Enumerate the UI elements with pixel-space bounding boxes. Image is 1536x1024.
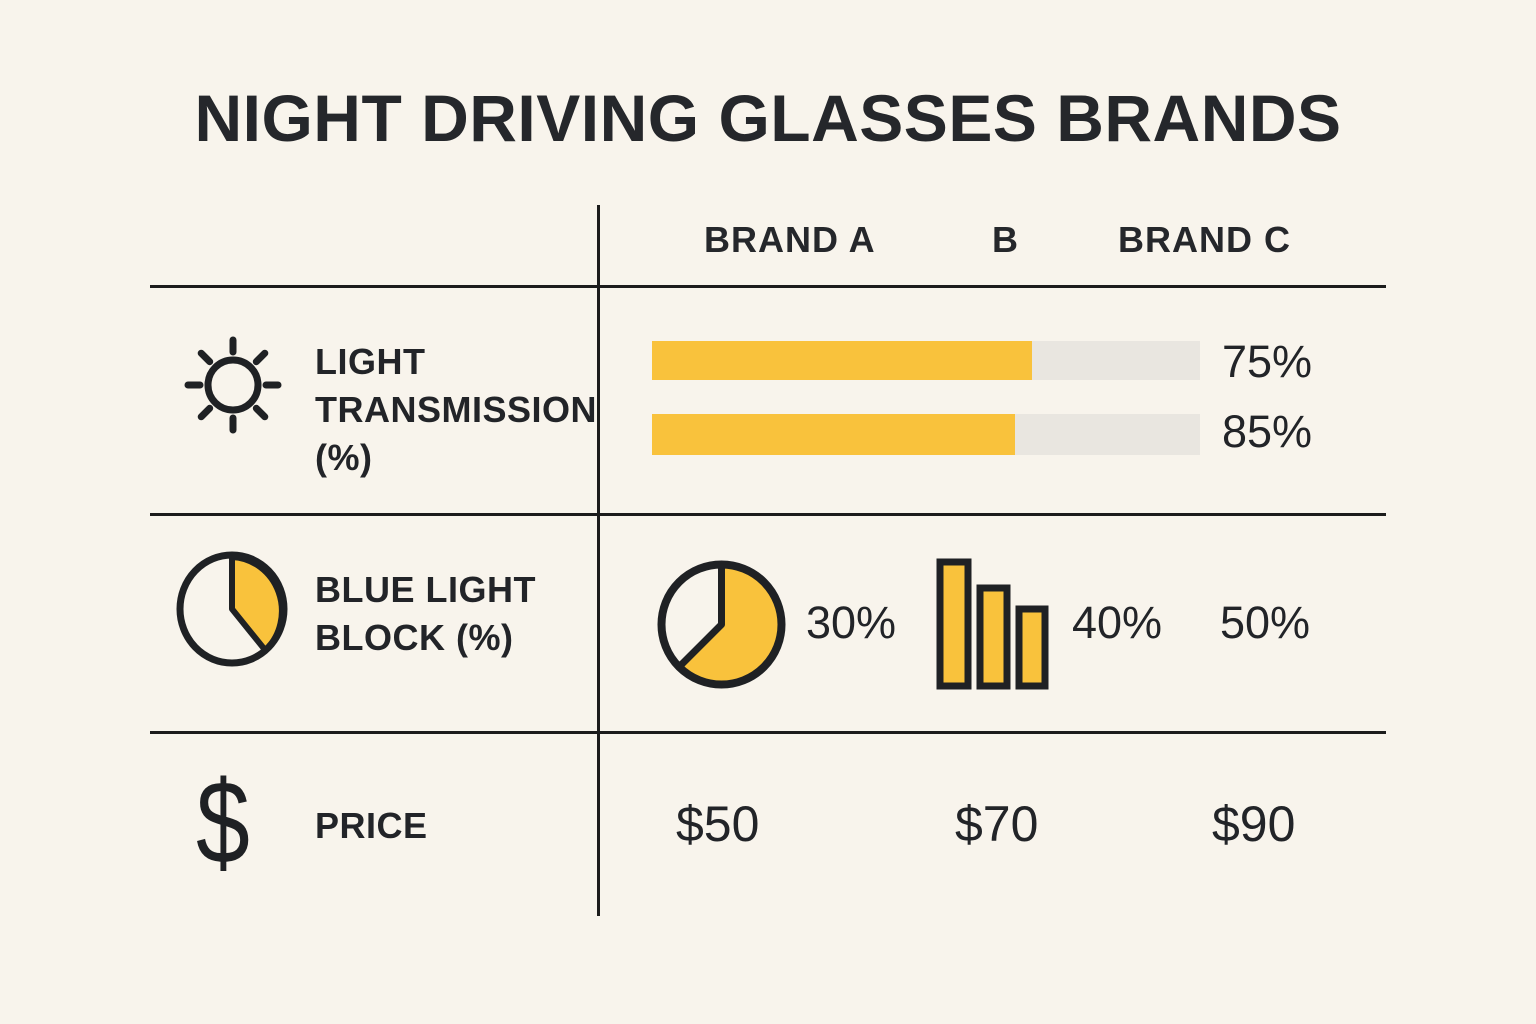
price-value-brand-c: $90 (1212, 796, 1296, 852)
light-transmission-value-1: 75% (1222, 336, 1313, 387)
row-label-line: BLOCK (%) (315, 617, 514, 658)
price-value-brand-a: $50 (676, 796, 760, 852)
light-transmission-value-2: 85% (1222, 406, 1313, 457)
row-label-line: BLUE LIGHT (315, 569, 536, 610)
brand-a-pie-chart (653, 556, 790, 693)
blue-light-value-brand-c: 50% (1220, 597, 1311, 648)
price-value-brand-b: $70 (955, 796, 1039, 852)
row-label-line: LIGHT (315, 341, 426, 382)
page-title: NIGHT DRIVING GLASSES BRANDS (194, 81, 1342, 155)
pie-chart-icon (176, 551, 288, 667)
horizontal-divider-row2 (150, 731, 1386, 734)
progress-bar-2 (652, 414, 1200, 455)
column-header-brand-c: BRAND C (1118, 219, 1291, 260)
blue-light-value-brand-b: 40% (1072, 597, 1163, 648)
row-label-blue-light-block: BLUE LIGHT BLOCK (%) (315, 566, 536, 662)
row-label-line: (%) (315, 437, 373, 478)
progress-bar-2-fill (652, 414, 1015, 455)
sun-icon (178, 330, 288, 440)
dollar-icon: $ (196, 757, 250, 889)
column-header-brand-a: BRAND A (704, 219, 876, 260)
progress-bar-1-fill (652, 341, 1032, 380)
row-label-price: PRICE (315, 805, 428, 846)
row-label-line: TRANSMISSION (315, 389, 598, 430)
horizontal-divider-header (150, 285, 1386, 288)
column-header-brand-b: B (992, 219, 1019, 260)
horizontal-divider-row1 (150, 513, 1386, 516)
row-label-light-transmission: LIGHT TRANSMISSION (%) (315, 338, 597, 482)
brand-b-bar-chart (936, 558, 1054, 692)
vertical-divider (597, 205, 600, 916)
progress-bar-1 (652, 341, 1200, 380)
blue-light-value-brand-a: 30% (806, 597, 897, 648)
